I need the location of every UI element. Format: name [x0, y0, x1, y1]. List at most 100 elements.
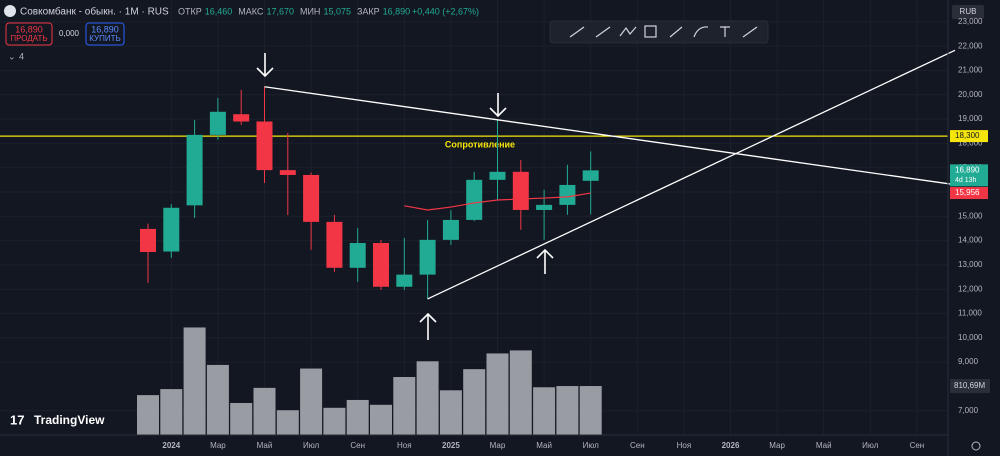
arrow [419, 312, 437, 340]
volume-bar [393, 377, 416, 435]
spread: 0,000 [59, 29, 80, 38]
arrow [489, 93, 507, 118]
candle-body [419, 239, 436, 275]
y-tick-label: 18,000 [958, 138, 983, 147]
volume-bar [206, 364, 229, 435]
price-label: 15,956 [955, 188, 980, 197]
price-label-box [950, 187, 988, 200]
buy-label: КУПИТЬ [89, 34, 120, 43]
price-label: 16,890 [955, 165, 980, 174]
ma-line [404, 192, 591, 211]
candle-body [489, 171, 506, 180]
change: +0,440 (+2,67%) [412, 6, 479, 16]
x-tick-label: 2025 [442, 441, 460, 450]
candle-body [442, 219, 459, 240]
volume-bar [323, 407, 346, 435]
volume-bar [416, 361, 439, 435]
logo[interactable]: TradingView [34, 413, 105, 427]
candle-body [373, 243, 389, 287]
collapse-icon[interactable]: ⌄ [8, 51, 16, 61]
logo-mark: 17 [10, 412, 24, 427]
candle-body [536, 204, 553, 210]
y-tick-label: 11,000 [958, 309, 982, 318]
x-tick-label: Мар [769, 441, 785, 450]
stat-label: ОТКР [178, 6, 202, 16]
x-tick-label: 2024 [162, 441, 180, 450]
sell-price: 16,890 [15, 24, 43, 34]
x-tick-label: Июл [303, 441, 320, 450]
stat-value: 16,890 [383, 6, 411, 16]
tool-curve[interactable] [693, 26, 709, 38]
resistance-label-box [950, 130, 988, 143]
stat-value: 17,670 [266, 6, 294, 16]
y-tick-label: 21,000 [958, 66, 983, 75]
volume-bar [253, 387, 276, 435]
price-label-sub: 4d 13h [955, 177, 977, 184]
buy-button[interactable] [85, 22, 125, 46]
candle-body [233, 114, 250, 122]
resistance-text: Сопротивление [445, 139, 515, 149]
symbol-icon [4, 5, 16, 17]
candle-body [303, 174, 320, 222]
indicators-count[interactable]: 4 [19, 51, 24, 61]
x-tick-label: Мар [210, 441, 226, 450]
x-tick-label: Ноя [677, 441, 692, 450]
stat-value: 16,460 [205, 6, 233, 16]
x-tick-label: Май [536, 441, 552, 450]
candle-body [209, 111, 226, 135]
candle-body [396, 274, 413, 287]
resistance-label: 18,300 [955, 131, 980, 140]
stats: ОТКР 16,460 МАКС 17,670 МИН 15,075 ЗАКР 16,890 [178, 6, 410, 16]
candle-body [163, 207, 180, 252]
y-tick-label: 9,000 [958, 357, 979, 366]
volume-bar [230, 402, 253, 435]
stat-label: МАКС [238, 6, 264, 16]
arrows [256, 53, 554, 340]
buy-price: 16,890 [91, 24, 119, 34]
stat-label: ЗАКР [357, 6, 380, 16]
volume-bar [183, 327, 206, 435]
price-label-box [950, 164, 988, 187]
x-tick-label: Мар [490, 441, 506, 450]
toolbar [549, 20, 769, 44]
tool-path[interactable] [619, 26, 637, 37]
volume-bar [509, 350, 532, 435]
volume-bar [137, 395, 159, 435]
tool-trendline[interactable] [569, 26, 585, 38]
volume-bar [346, 399, 369, 435]
volume-label: 810,69M [954, 381, 985, 390]
sell-button[interactable] [5, 22, 53, 46]
x-tick-label: Июл [583, 441, 600, 450]
tool-text[interactable] [720, 26, 730, 37]
candle-body [140, 228, 156, 253]
currency-button[interactable] [952, 5, 984, 19]
settings-icon[interactable] [971, 441, 981, 451]
tool-ray[interactable] [595, 26, 611, 38]
grid [0, 0, 948, 435]
tool-rect[interactable] [644, 25, 657, 38]
price-pane: Сопротивление [0, 49, 956, 300]
candle-body [512, 171, 529, 210]
candle-body [349, 243, 366, 268]
drawing-toolbar [549, 20, 769, 44]
currency: RUB [960, 7, 977, 16]
trendline [427, 49, 956, 300]
candle-body [326, 221, 343, 268]
y-tick-label: 14,000 [958, 236, 983, 245]
volume-bar [439, 390, 462, 435]
tool-brush[interactable] [669, 26, 683, 38]
x-tick-label: Ноя [397, 441, 412, 450]
arrow [536, 248, 554, 274]
trendline [264, 86, 956, 186]
symbol[interactable]: Совкомбанк - обыкн. · 1М · RUS [20, 6, 169, 18]
candle-body [582, 170, 599, 181]
candle-body [279, 170, 296, 175]
x-tick-label: Сен [630, 441, 645, 450]
volume-bar [486, 353, 509, 435]
volume-pane [137, 327, 602, 435]
volume-bar [556, 386, 579, 435]
tool-measure[interactable] [742, 26, 758, 38]
stat-value: 15,075 [323, 6, 351, 16]
